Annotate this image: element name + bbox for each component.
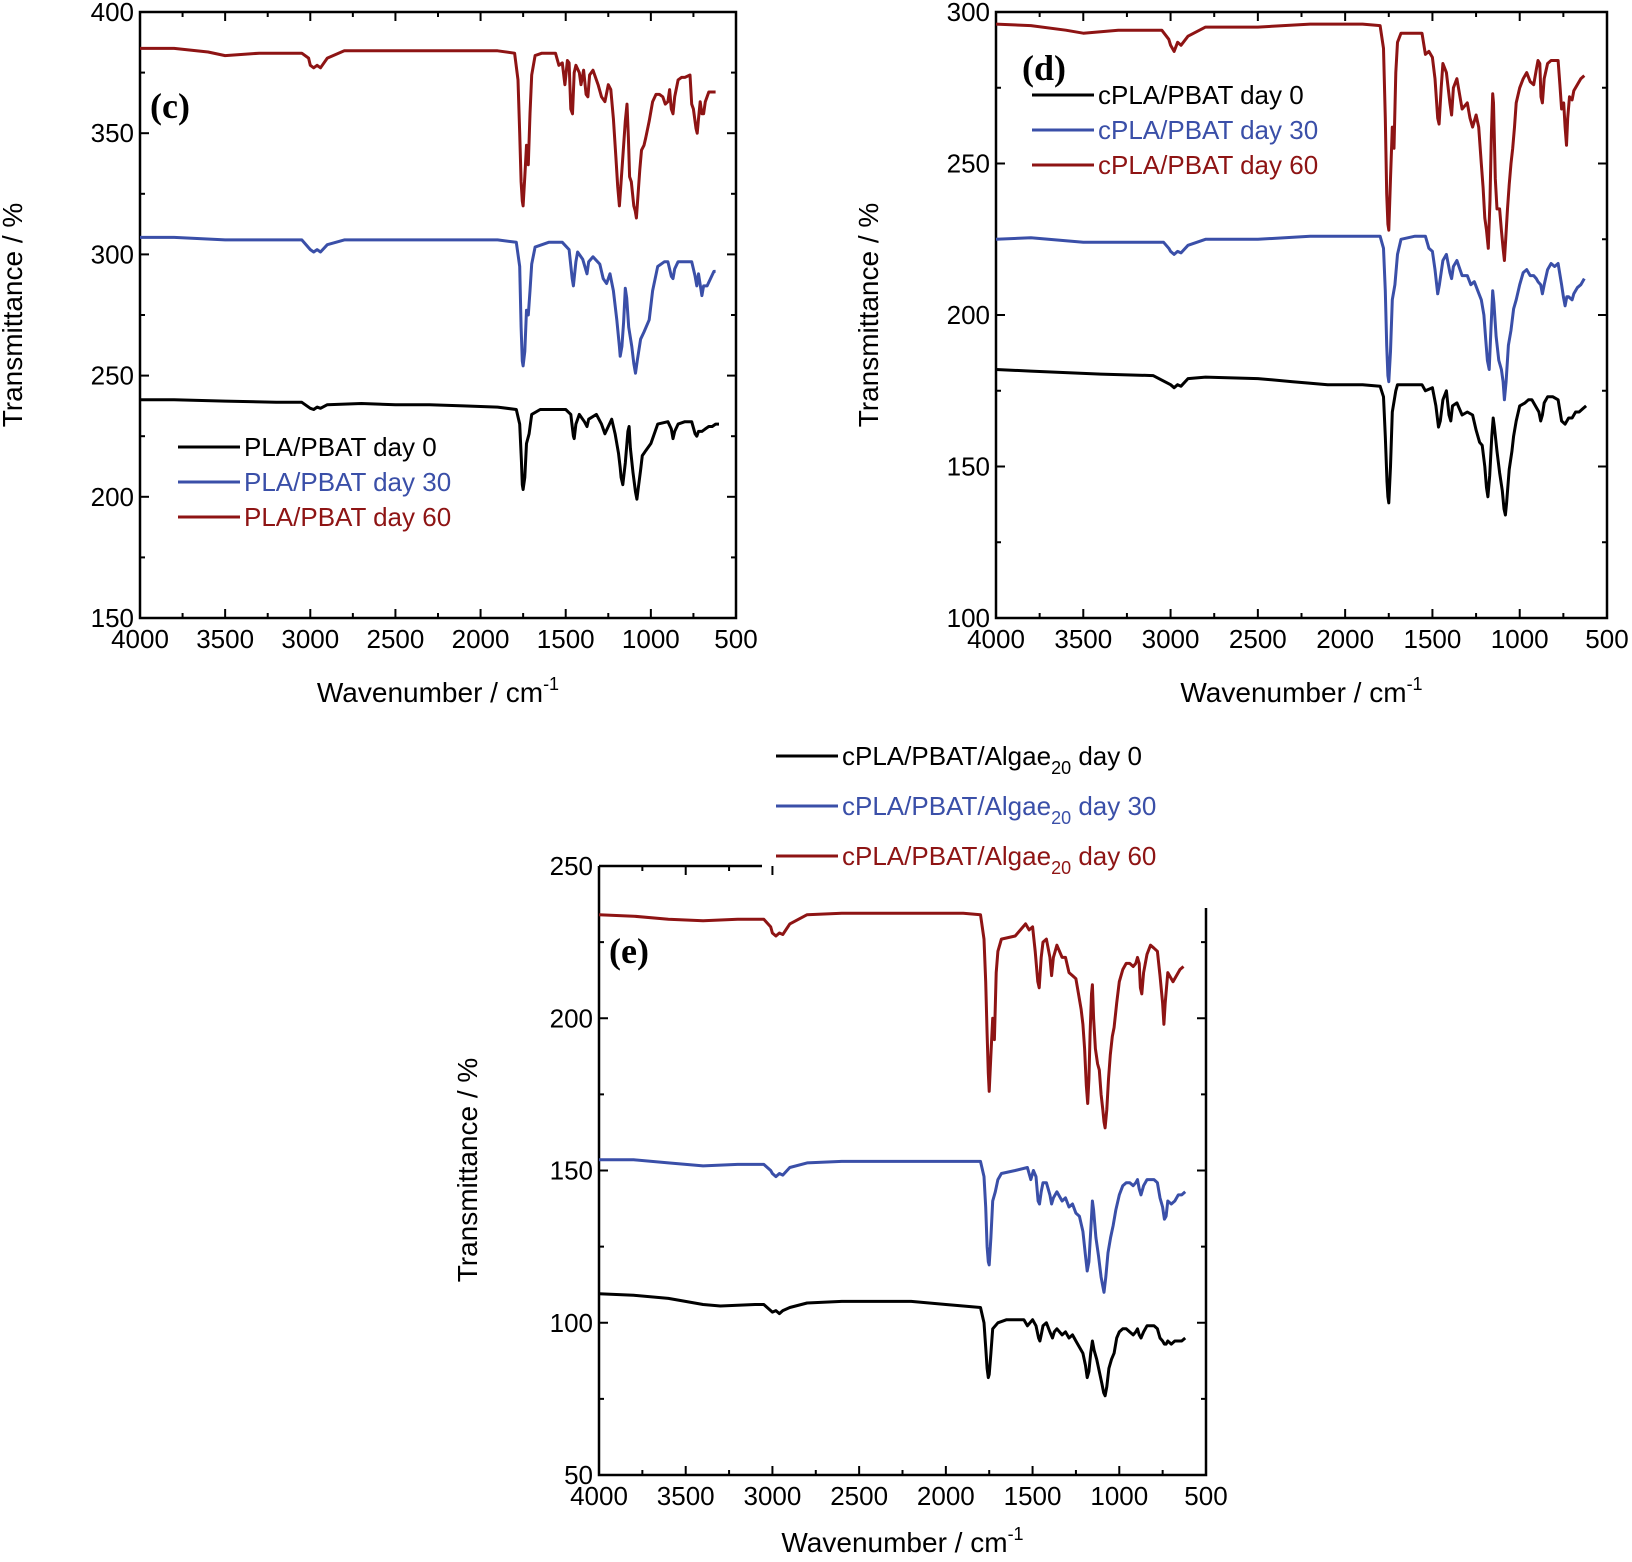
legend-label-subscript: 20	[1051, 808, 1071, 828]
x-tick-label: 1500	[1004, 1481, 1062, 1511]
x-tick-label: 1000	[1090, 1481, 1148, 1511]
series-line-pla-pbat-day-30-1	[140, 235, 716, 375]
legend-label: cPLA/PBAT day 0	[1098, 80, 1304, 110]
series-line-cpla-pbat-algae-1	[599, 1158, 1187, 1294]
y-tick-label: 200	[91, 482, 134, 512]
legend-label: PLA/PBAT day 0	[244, 432, 437, 462]
legend-label-name: cPLA/PBAT/Algae	[842, 791, 1051, 821]
x-tick-label: 1000	[622, 624, 680, 654]
y-tick-label: 250	[91, 361, 134, 391]
y-tick-label: 250	[947, 149, 990, 179]
legend: cPLA/PBAT day 0 cPLA/PBAT day 30 cPLA/PBAT…	[1032, 80, 1318, 180]
y-tick-label: 350	[91, 118, 134, 148]
y-tick-label: 150	[550, 1156, 593, 1186]
y-tick-label: 50	[564, 1460, 593, 1490]
legend-label: cPLA/PBAT/Algae20 day 60	[842, 841, 1156, 878]
x-tick-label: 500	[1585, 624, 1628, 654]
x-tick-label: 1000	[1491, 624, 1549, 654]
series-line-pla-pbat-day-60-2	[140, 46, 716, 220]
legend: PLA/PBAT day 0 PLA/PBAT day 30 PLA/PBAT da…	[178, 432, 451, 532]
x-axis-title: Wavenumber / cm-1	[317, 674, 559, 708]
chart-panel-e: 4000 3500 3000 2500 2000 1500 1000 500 50 100 150 2…	[452, 741, 1228, 1558]
legend-label: cPLA/PBAT/Algae20 day 0	[842, 741, 1142, 778]
x-tick-label: 4000	[570, 1481, 628, 1511]
x-axis-title-superscript: -1	[543, 674, 559, 694]
legend-label-name: cPLA/PBAT/Algae	[842, 741, 1051, 771]
panel-letter: (e)	[609, 931, 649, 971]
x-tick-label: 3000	[281, 624, 339, 654]
x-tick-label: 2000	[1316, 624, 1374, 654]
x-axis-title-superscript: -1	[1008, 1524, 1024, 1544]
legend-label: cPLA/PBAT/Algae20 day 30	[842, 791, 1156, 828]
chart-panel-d: 4000 3500 3000 2500 2000 1500 1000 500 100 150 200…	[853, 0, 1629, 708]
legend-label-suffix: day 30	[1071, 791, 1156, 821]
legend-label-subscript: 20	[1051, 858, 1071, 878]
x-tick-label: 2500	[1229, 624, 1287, 654]
y-axis-title: Transmittance / %	[0, 203, 28, 428]
series-line-cpla-pbat-day-60-2	[995, 22, 1586, 262]
legend-label-name: PLA/PBAT day 30	[244, 467, 451, 497]
series-line-cpla-pbat-day-30-1	[995, 234, 1586, 402]
x-tick-label: 4000	[967, 624, 1025, 654]
legend-label: PLA/PBAT day 30	[244, 467, 451, 497]
legend-label: cPLA/PBAT day 30	[1098, 115, 1318, 145]
legend-label-suffix: day 60	[1071, 841, 1156, 871]
y-axis-title: Transmittance / %	[853, 203, 884, 428]
x-tick-label: 3500	[1054, 624, 1112, 654]
x-tick-label: 1500	[1404, 624, 1462, 654]
legend-label-subscript: 20	[1051, 758, 1071, 778]
legend-label-name: cPLA/PBAT day 30	[1098, 115, 1318, 145]
x-tick-label: 3000	[1142, 624, 1200, 654]
legend-label: cPLA/PBAT day 60	[1098, 150, 1318, 180]
series-line-pla-pbat-day-0-0	[140, 398, 719, 501]
x-tick-label: 3500	[657, 1481, 715, 1511]
legend-label: PLA/PBAT day 60	[244, 502, 451, 532]
y-tick-label: 100	[947, 603, 990, 633]
series-line-cpla-pbat-algae-2	[598, 911, 1185, 1130]
y-axis-title: Transmittance / %	[452, 1058, 483, 1283]
chart-panel-c: 4000 3500 3000 2500 2000 1500 1000 500 150 200 250…	[0, 0, 758, 708]
x-tick-label: 2000	[917, 1481, 975, 1511]
y-tick-label: 200	[550, 1003, 593, 1033]
x-axis-title-text: Wavenumber / cm	[1180, 677, 1406, 708]
series-line-cpla-pbat-day-0-0	[995, 368, 1588, 517]
y-tick-label: 150	[91, 603, 134, 633]
x-tick-label: 1500	[537, 624, 595, 654]
legend-label-name: PLA/PBAT day 60	[244, 502, 451, 532]
y-tick-label: 400	[91, 0, 134, 27]
y-tick-label: 250	[550, 851, 593, 881]
x-axis-title-text: Wavenumber / cm	[317, 677, 543, 708]
legend-label-name: cPLA/PBAT day 60	[1098, 150, 1318, 180]
x-tick-label: 500	[1184, 1481, 1227, 1511]
x-tick-label: 4000	[111, 624, 169, 654]
x-axis-title-text: Wavenumber / cm	[781, 1527, 1007, 1557]
legend: cPLA/PBAT/Algae20 day 0cPLA/PBAT/Algae20…	[776, 741, 1156, 878]
legend-label-name: cPLA/PBAT day 0	[1098, 80, 1304, 110]
legend-label-name: PLA/PBAT day 0	[244, 432, 437, 462]
x-tick-label: 2000	[452, 624, 510, 654]
x-tick-label: 2500	[830, 1481, 888, 1511]
x-tick-label: 3000	[744, 1481, 802, 1511]
x-tick-label: 3500	[196, 624, 254, 654]
legend-label-name: cPLA/PBAT/Algae	[842, 841, 1051, 871]
x-tick-label: 2500	[367, 624, 425, 654]
x-axis-title-superscript: -1	[1407, 674, 1423, 694]
y-tick-label: 300	[947, 0, 990, 27]
legend-label-suffix: day 0	[1071, 741, 1142, 771]
y-tick-label: 150	[947, 452, 990, 482]
panel-letter: (d)	[1022, 48, 1066, 88]
y-tick-label: 300	[91, 239, 134, 269]
x-axis-title: Wavenumber / cm-1	[781, 1524, 1023, 1557]
y-tick-label: 200	[947, 300, 990, 330]
x-axis-title: Wavenumber / cm-1	[1180, 674, 1422, 708]
series-line-cpla-pbat-algae-0	[598, 1292, 1187, 1398]
panel-letter: (c)	[150, 86, 190, 126]
y-tick-label: 100	[550, 1308, 593, 1338]
x-tick-label: 500	[714, 624, 757, 654]
